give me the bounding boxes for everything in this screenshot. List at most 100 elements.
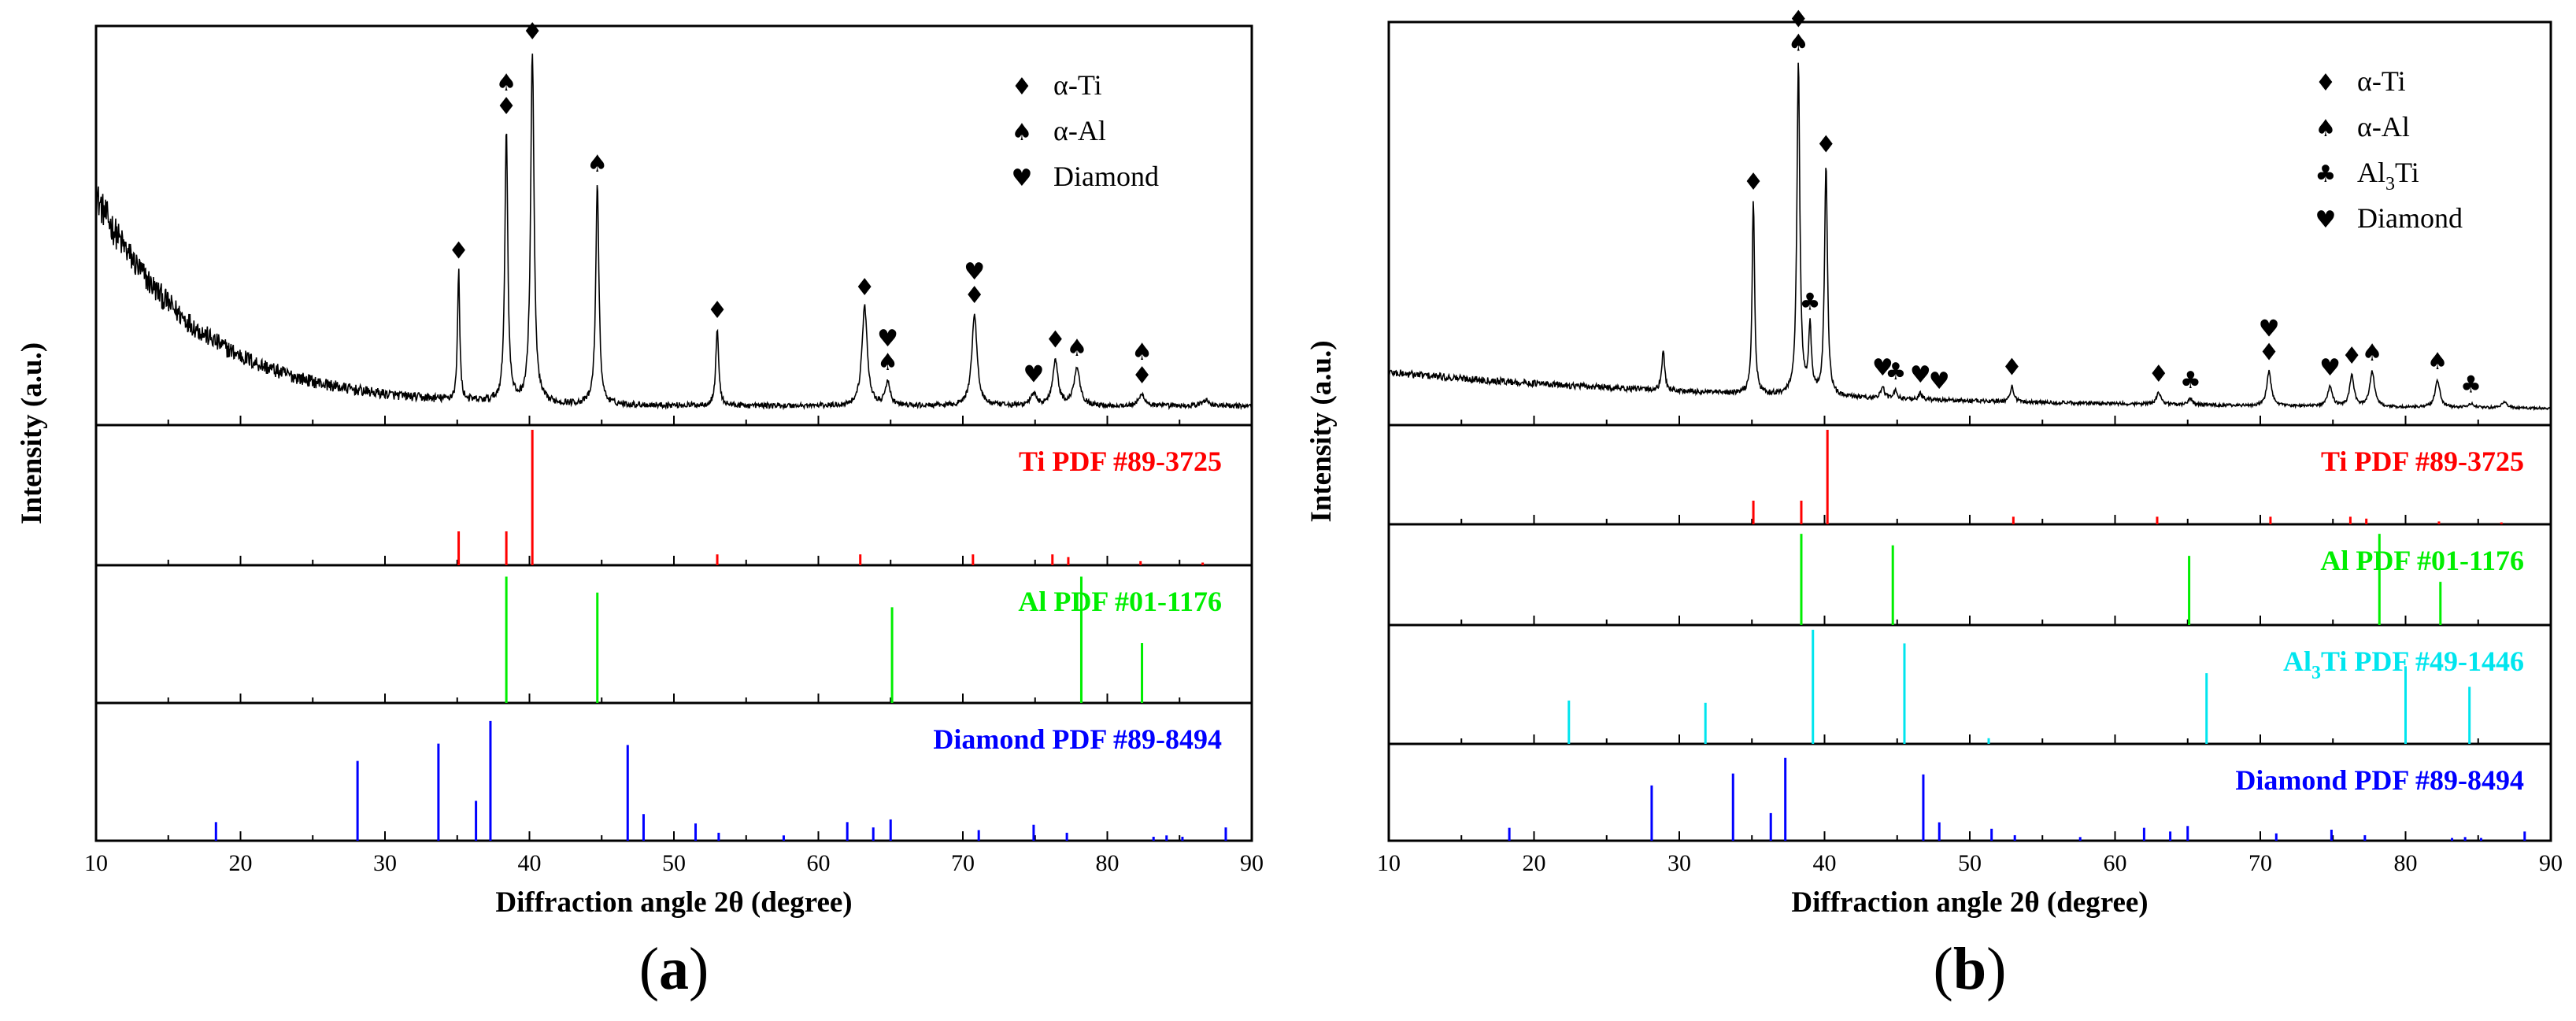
- reference-label: Al3Ti PDF #49-1446: [2283, 646, 2524, 683]
- phase-marker: ♥: [2319, 354, 2341, 382]
- legend-label: α-Al: [1053, 115, 1106, 146]
- reference-label: Diamond PDF #89-8494: [2235, 764, 2524, 796]
- phase-marker: ♦: [1815, 131, 1837, 158]
- reference-label: Diamond PDF #89-8494: [933, 723, 1222, 755]
- phase-marker: ♦: [964, 282, 985, 309]
- phase-marker: ♥: [1023, 361, 1044, 388]
- legend-label-text: Al: [2357, 157, 2385, 188]
- x-tick-label: 90: [2539, 850, 2563, 876]
- plot-frame: [94, 24, 1253, 842]
- legend-label-text: α-Al: [2357, 111, 2410, 142]
- panel-label-letter: a: [659, 936, 689, 1002]
- reference-label-sub: 3: [2311, 663, 2321, 683]
- phase-marker: ♣: [2180, 367, 2201, 394]
- x-tick-label: 10: [84, 850, 108, 876]
- phase-marker: ♠: [587, 150, 608, 178]
- phase-marker: ♣: [2460, 372, 2482, 399]
- plot-frame: [1387, 20, 2552, 842]
- phase-marker: ♥: [1872, 354, 1893, 382]
- phase-marker: ♣: [1885, 358, 1906, 386]
- legend-symbol: ♦: [1012, 73, 1033, 101]
- legend-label: Diamond: [1053, 161, 1159, 192]
- panel-label-paren: (: [639, 936, 659, 1002]
- phase-marker: ♥: [877, 325, 898, 353]
- x-tick-label: 20: [229, 850, 253, 876]
- phase-marker: ♣: [1800, 288, 1821, 316]
- phase-marker: ♦: [854, 274, 875, 301]
- reference-label-part: Al: [2283, 646, 2311, 677]
- x-tick-label: 50: [662, 850, 686, 876]
- phase-marker: ♦: [1131, 362, 1153, 390]
- phase-marker: ♦: [2148, 361, 2169, 388]
- legend-label-sub: 3: [2385, 174, 2395, 194]
- legend-symbol: ♦: [2315, 69, 2337, 97]
- x-axis-label: Diffraction angle 2θ (degree): [495, 886, 852, 919]
- panel-label-paren: (: [1934, 936, 1953, 1002]
- phase-marker: ♦: [1788, 6, 1809, 33]
- reference-label: Ti PDF #89-3725: [2321, 446, 2524, 477]
- x-tick-label: 70: [2248, 850, 2272, 876]
- phase-marker: ♦: [707, 297, 728, 324]
- legend-label-text: Diamond: [1053, 161, 1159, 192]
- x-axis-label: Diffraction angle 2θ (degree): [1791, 886, 2148, 919]
- x-tick-label: 30: [373, 850, 397, 876]
- panel-a: 10 20 30 40 50 60 70 80 90 Diffraction angle 2θ (…: [16, 18, 1264, 1002]
- legend-label: Al3Ti: [2357, 157, 2419, 194]
- legend-symbol: ♠: [2315, 115, 2337, 142]
- legend-label: α-Al: [2357, 111, 2410, 142]
- panel-label-paren: ): [1986, 936, 2006, 1002]
- legend-label-text: α-Ti: [2357, 65, 2406, 97]
- legend-label-tail: Ti: [2395, 157, 2419, 188]
- phase-marker: ♠: [1131, 338, 1153, 366]
- reference-label: Al PDF #01-1176: [2320, 545, 2524, 576]
- x-tick-label: 50: [1958, 850, 1982, 876]
- phase-marker: ♦: [522, 18, 543, 46]
- panel-label: (b): [1934, 936, 2007, 1002]
- phase-marker: ♠: [1067, 335, 1088, 362]
- legend-symbol: ♣: [2315, 161, 2337, 188]
- phase-marker: ♠: [2427, 348, 2448, 375]
- reference-label: Ti PDF #89-3725: [1019, 446, 1222, 477]
- legend-symbol: ♠: [1012, 119, 1033, 146]
- phase-marker: ♦: [2001, 354, 2023, 382]
- legend-symbol: ♥: [1012, 165, 1033, 192]
- phase-marker: ♦: [496, 93, 517, 120]
- phase-marker: ♥: [2259, 315, 2280, 342]
- x-tick-label: 40: [1813, 850, 1837, 876]
- x-tick-label: 60: [2104, 850, 2127, 876]
- legend-label: Diamond: [2357, 202, 2463, 234]
- panel-label-letter: b: [1953, 936, 1986, 1002]
- y-axis-label: Intensity (a.u.): [1305, 340, 1338, 522]
- panel-label: (a): [639, 936, 709, 1002]
- x-tick-label: 80: [2394, 850, 2418, 876]
- phase-marker: ♠: [877, 349, 898, 376]
- x-tick-label: 40: [518, 850, 542, 876]
- phase-marker: ♦: [2259, 338, 2280, 366]
- panel-label-paren: ): [689, 936, 709, 1002]
- x-tick-label: 10: [1377, 850, 1401, 876]
- phase-marker: ♦: [2341, 342, 2363, 370]
- x-tick-label: 80: [1096, 850, 1120, 876]
- legend-symbol: ♥: [2315, 206, 2337, 234]
- phase-marker: ♠: [496, 69, 517, 97]
- legend-label-text: Diamond: [2357, 202, 2463, 234]
- xrd-pattern-line: [1388, 62, 2552, 412]
- reference-label: Al PDF #01-1176: [1018, 586, 1222, 617]
- phase-marker: ♦: [1743, 168, 1764, 196]
- phase-marker: ♥: [1910, 361, 1931, 389]
- x-tick-label: 20: [1523, 850, 1546, 876]
- x-tick-label: 70: [951, 850, 975, 876]
- legend-label-text: α-Ti: [1053, 69, 1102, 101]
- phase-marker: ♦: [1045, 327, 1066, 354]
- phase-marker: ♠: [1788, 29, 1809, 57]
- x-tick-label: 30: [1667, 850, 1691, 876]
- x-tick-label: 60: [807, 850, 831, 876]
- legend-label: α-Ti: [1053, 69, 1102, 101]
- panel-b: 10 20 30 40 50 60 70 80 90 Diffraction angle 2θ (…: [1305, 6, 2563, 1002]
- x-tick-label: 90: [1240, 850, 1264, 876]
- legend-label: α-Ti: [2357, 65, 2406, 97]
- reference-label-part: Ti PDF #49-1446: [2321, 646, 2524, 677]
- legend-label-text: α-Al: [1053, 115, 1106, 146]
- phase-marker: ♥: [1929, 368, 1950, 395]
